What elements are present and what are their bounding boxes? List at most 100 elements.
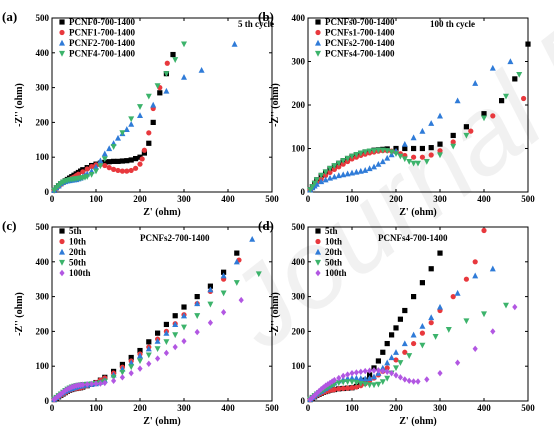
data-point: [367, 367, 373, 374]
legend-label: PCNF4-700-1400: [69, 49, 135, 59]
data-point: [313, 180, 320, 187]
data-point: [163, 349, 169, 357]
legend-marker: [315, 269, 321, 277]
data-point: [234, 250, 240, 256]
data-point: [97, 157, 104, 164]
data-point: [119, 168, 125, 174]
y-tick-label: 300: [36, 83, 50, 93]
data-point: [331, 166, 337, 172]
data-point: [322, 176, 329, 183]
y-tick-label: 400: [292, 13, 306, 23]
series-2: [51, 60, 170, 194]
y-tick-label: 200: [36, 117, 50, 127]
data-point: [115, 158, 121, 164]
y-axis-label: -Z'' (ohm): [14, 83, 25, 127]
y-tick-label: 0: [45, 187, 50, 197]
data-point: [411, 340, 417, 347]
x-tick-label: 200: [133, 194, 147, 204]
data-point: [362, 167, 369, 173]
data-point: [424, 376, 430, 383]
data-point: [133, 165, 139, 171]
data-point: [325, 381, 331, 388]
data-point: [124, 168, 130, 174]
data-point: [163, 71, 170, 77]
x-tick-label: 500: [265, 403, 279, 413]
legend: PCNF0-700-1400PCNF1-700-1400PCNF2-700-14…: [59, 17, 135, 59]
data-point: [393, 372, 399, 379]
data-point: [331, 376, 337, 384]
data-point: [323, 382, 329, 389]
plot-frame: [307, 226, 529, 402]
panel-label: (d): [258, 218, 274, 233]
legend-label: 100th: [325, 268, 347, 278]
data-point: [353, 379, 360, 386]
data-point: [221, 309, 227, 316]
y-tick-label: 0: [301, 396, 306, 406]
data-point: [340, 385, 346, 392]
data-point: [93, 168, 99, 175]
y-tick-label: 200: [292, 326, 306, 336]
data-point: [311, 180, 318, 187]
legend-label: 10th: [69, 237, 86, 247]
data-point: [198, 67, 205, 73]
data-point: [309, 394, 315, 401]
data-point: [419, 280, 425, 286]
data-point: [512, 76, 518, 82]
data-point: [411, 294, 417, 300]
data-point: [137, 154, 143, 160]
data-point: [419, 127, 426, 134]
data-point: [455, 359, 461, 366]
panels: 0 100 200 300 400 500 0 100 200 300 400 500 Z' (ohm)…: [2, 9, 535, 427]
data-point: [397, 316, 403, 322]
data-point: [393, 349, 399, 355]
data-point: [111, 158, 117, 164]
data-point: [336, 386, 342, 392]
legend-marker: [315, 238, 321, 245]
y-tick-label: 100: [292, 144, 306, 154]
data-point: [111, 166, 117, 172]
data-point: [402, 349, 408, 355]
legend-label: PCNFs0-700-1400: [325, 17, 395, 27]
data-point: [163, 329, 170, 336]
panel-note: PCNFs2-700-1400: [140, 233, 210, 243]
data-point: [221, 269, 227, 275]
y-tick-label: 400: [36, 48, 50, 58]
x-tick-label: 500: [521, 403, 535, 413]
data-point: [128, 369, 134, 377]
data-point: [119, 130, 126, 137]
data-point: [388, 149, 395, 156]
data-point: [344, 379, 351, 386]
data-point: [137, 352, 143, 359]
x-tick-label: 0: [306, 194, 311, 204]
panel-2: 0 100 200 300 400 500 0 100 200 300 400 Z' (ohm) -Z'…: [258, 9, 535, 218]
panel-note: 100 th cycle: [430, 19, 475, 29]
data-point: [349, 379, 355, 386]
data-point: [437, 112, 443, 119]
data-point: [128, 359, 135, 366]
data-point: [428, 320, 434, 326]
x-tick-label: 500: [521, 194, 535, 204]
series-4: [51, 41, 187, 194]
data-point: [238, 296, 244, 304]
y-tick-label: 100: [292, 361, 306, 371]
data-point: [353, 168, 360, 175]
legend-marker: [315, 19, 321, 25]
data-point: [411, 145, 417, 152]
data-point: [401, 340, 408, 347]
data-point: [307, 187, 314, 194]
data-point: [172, 313, 178, 319]
data-point: [335, 160, 342, 167]
data-point: [233, 258, 240, 265]
y-tick-label: 500: [292, 222, 306, 232]
data-point: [419, 322, 426, 329]
data-point: [154, 337, 161, 344]
data-point: [102, 162, 108, 169]
data-point: [327, 165, 333, 172]
data-point: [220, 272, 227, 279]
data-point: [344, 155, 351, 162]
legend-marker: [59, 39, 65, 46]
data-point: [397, 360, 404, 366]
plot-frame: [51, 226, 273, 402]
data-point: [490, 328, 496, 335]
data-point: [463, 276, 469, 282]
